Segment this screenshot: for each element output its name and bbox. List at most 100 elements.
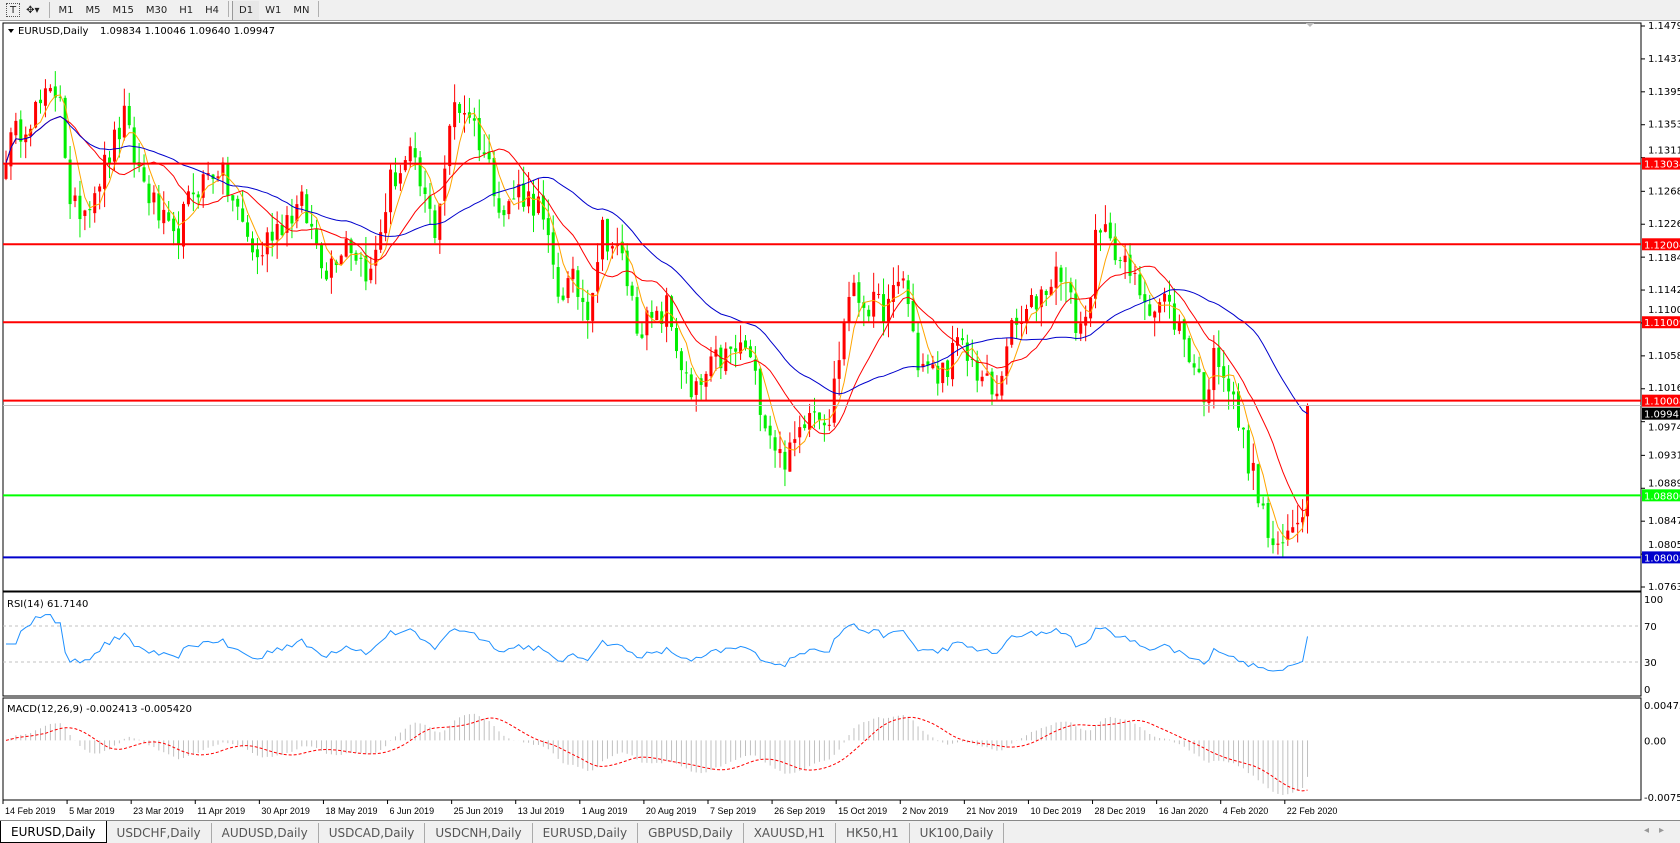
candle-body	[221, 162, 225, 176]
timeframe-m1[interactable]: M1	[58, 4, 74, 16]
candle	[527, 172, 531, 214]
candle-body	[142, 167, 146, 182]
timeframe-h1[interactable]: H1	[179, 4, 194, 16]
level-label: 1.11009	[1644, 318, 1680, 329]
candle	[167, 201, 171, 222]
candle-body	[329, 258, 333, 278]
candle-body	[39, 99, 43, 104]
candle-body	[487, 151, 491, 160]
chart-tab[interactable]: EURUSD,Daily	[533, 823, 639, 843]
timeframe-m5[interactable]: M5	[85, 4, 101, 16]
timeframe-d1[interactable]: D1	[232, 0, 260, 20]
candle-body	[1276, 543, 1280, 545]
chart-area[interactable]: EURUSD,Daily 1.09834 1.10046 1.09640 1.09…	[0, 22, 1680, 820]
timeframe-w1[interactable]: W1	[265, 4, 282, 16]
candle-body	[1246, 430, 1250, 474]
candle-body	[778, 449, 782, 454]
candle	[911, 283, 915, 333]
candle	[1192, 354, 1196, 376]
candle	[813, 397, 817, 428]
tab-scroll-arrows-icon[interactable]: ◂▸	[1643, 825, 1674, 836]
chart-tab[interactable]: HK50,H1	[836, 823, 910, 843]
chart-shift-marker-icon	[1306, 23, 1314, 27]
chart-tab[interactable]: USDCNH,Daily	[425, 823, 533, 843]
candle-body	[1158, 302, 1162, 313]
price-tick-label: 1.07630	[1648, 582, 1680, 593]
chart-tab[interactable]: USDCAD,Daily	[319, 823, 426, 843]
candle-body	[280, 224, 284, 235]
candle-body	[635, 297, 639, 334]
date-label: 15 Oct 2019	[838, 806, 887, 816]
candle-body	[955, 337, 959, 346]
candle	[901, 271, 905, 289]
chart-tab[interactable]: AUDUSD,Daily	[212, 823, 319, 843]
candle-body	[364, 255, 368, 282]
timeframe-m15[interactable]: M15	[112, 4, 134, 16]
candle-body	[886, 298, 890, 324]
candle	[389, 163, 393, 225]
chart-tab[interactable]: USDCHF,Daily	[107, 823, 212, 843]
candle	[896, 265, 900, 294]
candle	[112, 121, 116, 171]
candle	[320, 242, 324, 279]
candle	[980, 370, 984, 387]
candle	[640, 323, 644, 340]
candle	[650, 300, 654, 328]
candle	[39, 89, 43, 114]
timeframe-h4[interactable]: H4	[205, 4, 220, 16]
candle-body	[462, 113, 466, 115]
candle-body	[201, 174, 205, 198]
candle	[359, 251, 363, 277]
candle	[482, 134, 486, 158]
candle-body	[660, 311, 664, 324]
separator	[48, 2, 50, 18]
chart-tab[interactable]: EURUSD,Daily	[0, 821, 107, 843]
candle-body	[640, 334, 644, 338]
candle-body	[975, 360, 979, 381]
candle	[586, 289, 590, 339]
candle	[1246, 424, 1250, 481]
candle	[768, 415, 772, 449]
candle	[684, 361, 688, 384]
objects-dropdown-icon[interactable]: ✥ ▾	[26, 4, 40, 16]
candle-body	[586, 301, 590, 320]
candle	[132, 116, 136, 178]
candle	[906, 274, 910, 317]
candle-body	[438, 203, 442, 240]
candle-body	[191, 192, 195, 195]
candle-body	[241, 208, 245, 222]
candle	[58, 85, 62, 102]
date-label: 7 Sep 2019	[710, 806, 756, 816]
candle-body	[847, 296, 851, 322]
candle-body	[403, 160, 407, 171]
separator	[318, 0, 320, 17]
candle-body	[1227, 378, 1231, 392]
candle-body	[1217, 347, 1221, 367]
candle	[329, 250, 333, 294]
candle	[472, 107, 476, 137]
candle-body	[1054, 266, 1058, 288]
timeframe-mn[interactable]: MN	[293, 4, 310, 16]
text-tool-icon[interactable]: T	[6, 3, 21, 17]
chart-tab[interactable]: UK100,Daily	[910, 823, 1005, 843]
candle	[541, 180, 545, 230]
candle-body	[408, 146, 412, 162]
candle-body	[798, 427, 802, 438]
timeframe-m30[interactable]: M30	[145, 4, 168, 16]
price-tick-label: 1.13530	[1648, 120, 1680, 131]
candle-body	[610, 246, 614, 249]
candle	[1128, 243, 1132, 284]
candle	[788, 432, 792, 472]
candle	[660, 301, 664, 333]
candle	[916, 321, 920, 378]
chart-tabs: EURUSD,Daily USDCHF,Daily AUDUSD,Daily USDC…	[0, 820, 1680, 843]
candle-body	[1301, 517, 1305, 523]
candle	[857, 272, 861, 317]
chart-tab[interactable]: XAUUSD,H1	[744, 823, 837, 843]
candle	[1039, 286, 1043, 327]
date-label: 21 Nov 2019	[966, 806, 1017, 816]
candle	[1276, 531, 1280, 555]
candle-body	[236, 198, 240, 207]
candle	[877, 283, 881, 299]
chart-tab[interactable]: GBPUSD,Daily	[638, 823, 744, 843]
